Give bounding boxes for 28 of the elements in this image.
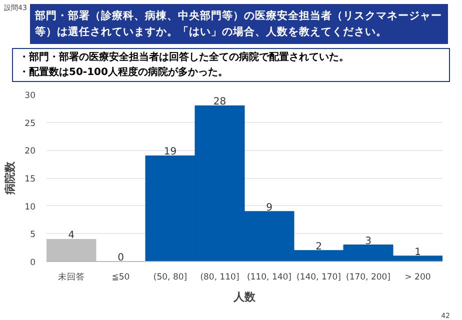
text: ・配置数は50-100人程度の病院が多かった。 [19,65,229,80]
x-tick-label: (140, 170] [296,272,341,282]
x-tick-label: 未回答 [58,272,85,282]
y-tick-label: 5 [30,230,36,240]
y-tick-label: 10 [24,202,36,212]
data-label: 1 [414,246,421,258]
y-tick-label: 25 [24,118,36,129]
y-tick-label: 30 [24,91,36,101]
data-label: 4 [68,230,74,242]
data-label: 28 [213,96,226,108]
x-tick-label: > 200 [404,272,431,282]
y-tick-label: 15 [24,174,36,184]
data-label: 19 [164,146,177,158]
x-axis-title: 人数 [232,290,256,304]
y-axis-title: 病院数 [4,160,17,196]
data-label: 3 [365,236,372,247]
chart-title: 部門・部署（診療科、病棟、中央部門等）の医療安全担当者（リスクマネージャー等）は選任されていますか。「はい」の場合、人数を教えてください。 [30,4,448,44]
x-tick-label: (110, 140] [247,272,292,282]
data-label: 9 [266,202,272,214]
y-tick-label: 20 [24,146,36,157]
x-tick-label: ≦50 [112,272,130,282]
x-tick-label: (50, 80] [153,272,188,282]
data-label: 2 [316,241,322,252]
x-tick-label: (170, 200] [346,272,390,282]
text: ・部門・部署の医療安全担当者は回答した全ての病院で配置されていた。 [19,50,350,65]
x-tick-label: (80, 110] [200,272,240,282]
data-label: 0 [118,252,124,264]
y-tick-label: 0 [30,258,36,268]
